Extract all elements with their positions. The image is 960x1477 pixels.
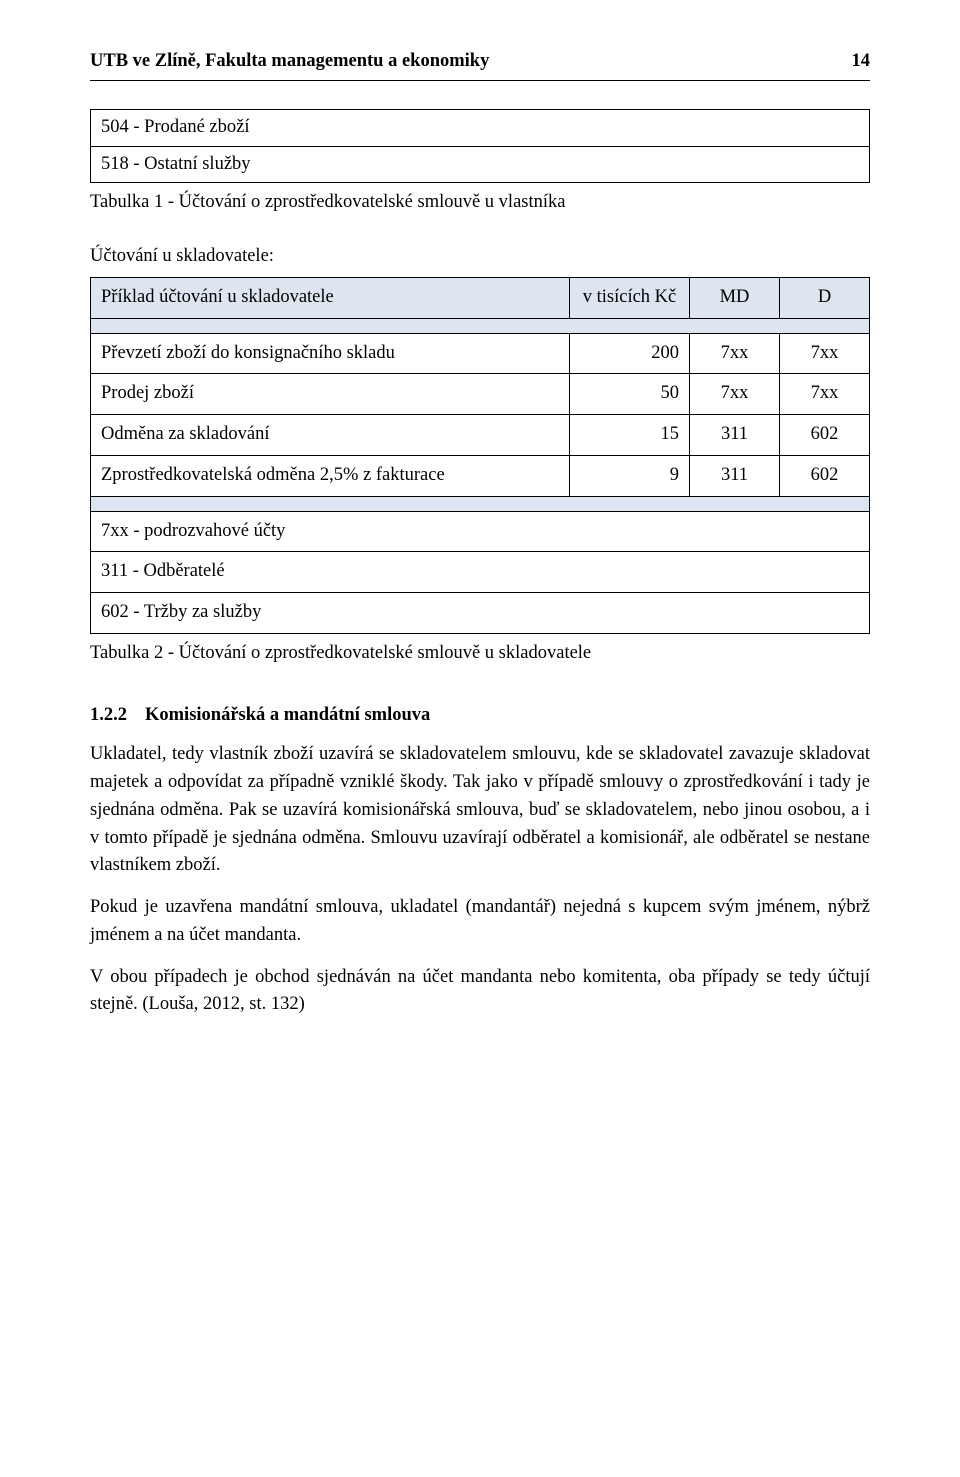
table-row: Převzetí zboží do konsignačního skladu 2… — [91, 333, 870, 374]
legend-cell: 7xx - podrozvahové účty — [91, 511, 870, 552]
cell-md: 311 — [690, 455, 780, 496]
table-header-row: Příklad účtování u skladovatele v tisící… — [91, 277, 870, 318]
th-desc: Příklad účtování u skladovatele — [91, 277, 570, 318]
cell-d: 7xx — [780, 374, 870, 415]
account-list-row: 504 - Prodané zboží — [91, 109, 870, 146]
cell-kc: 50 — [570, 374, 690, 415]
legend-row: 602 - Tržby za služby — [91, 593, 870, 634]
table-row: Odměna za skladování 15 311 602 — [91, 415, 870, 456]
th-d: D — [780, 277, 870, 318]
legend-row: 311 - Odběratelé — [91, 552, 870, 593]
cell-md: 311 — [690, 415, 780, 456]
header-institution: UTB ve Zlíně, Fakulta managementu a ekon… — [90, 48, 489, 76]
cell-kc: 15 — [570, 415, 690, 456]
account-list-row: 518 - Ostatní služby — [91, 146, 870, 183]
legend-row: 7xx - podrozvahové účty — [91, 511, 870, 552]
table2-caption: Tabulka 2 - Účtování o zprostředkovatels… — [90, 640, 870, 668]
cell-kc: 9 — [570, 455, 690, 496]
cell-desc: Převzetí zboží do konsignačního skladu — [91, 333, 570, 374]
cell-desc: Odměna za skladování — [91, 415, 570, 456]
table-spacer — [91, 496, 870, 511]
body-paragraph: V obou případech je obchod sjednáván na … — [90, 964, 870, 1020]
cell-md: 7xx — [690, 333, 780, 374]
section-number: 1.2.2 — [90, 702, 127, 730]
table1-caption: Tabulka 1 - Účtování o zprostředkovatels… — [90, 189, 870, 217]
page-header: UTB ve Zlíně, Fakulta managementu a ekon… — [90, 48, 870, 81]
accounting-table: Příklad účtování u skladovatele v tisící… — [90, 277, 870, 634]
storage-accounting-label: Účtování u skladovatele: — [90, 243, 870, 271]
legend-cell: 602 - Tržby za služby — [91, 593, 870, 634]
page: UTB ve Zlíně, Fakulta managementu a ekon… — [0, 0, 960, 1477]
cell-d: 7xx — [780, 333, 870, 374]
cell-md: 7xx — [690, 374, 780, 415]
page-number: 14 — [852, 48, 871, 76]
table-spacer — [91, 318, 870, 333]
cell-d: 602 — [780, 455, 870, 496]
section-title: Komisionářská a mandátní smlouva — [145, 702, 430, 730]
th-kc: v tisících Kč — [570, 277, 690, 318]
cell-kc: 200 — [570, 333, 690, 374]
body-paragraph: Pokud je uzavřena mandátní smlouva, ukla… — [90, 894, 870, 950]
cell-desc: Prodej zboží — [91, 374, 570, 415]
legend-cell: 311 - Odběratelé — [91, 552, 870, 593]
th-md: MD — [690, 277, 780, 318]
body-paragraph: Ukladatel, tedy vlastník zboží uzavírá s… — [90, 741, 870, 880]
account-list-box: 504 - Prodané zboží 518 - Ostatní služby — [90, 109, 870, 184]
table-row: Zprostředkovatelská odměna 2,5% z faktur… — [91, 455, 870, 496]
section-heading: 1.2.2 Komisionářská a mandátní smlouva — [90, 702, 870, 730]
cell-desc: Zprostředkovatelská odměna 2,5% z faktur… — [91, 455, 570, 496]
table-row: Prodej zboží 50 7xx 7xx — [91, 374, 870, 415]
cell-d: 602 — [780, 415, 870, 456]
